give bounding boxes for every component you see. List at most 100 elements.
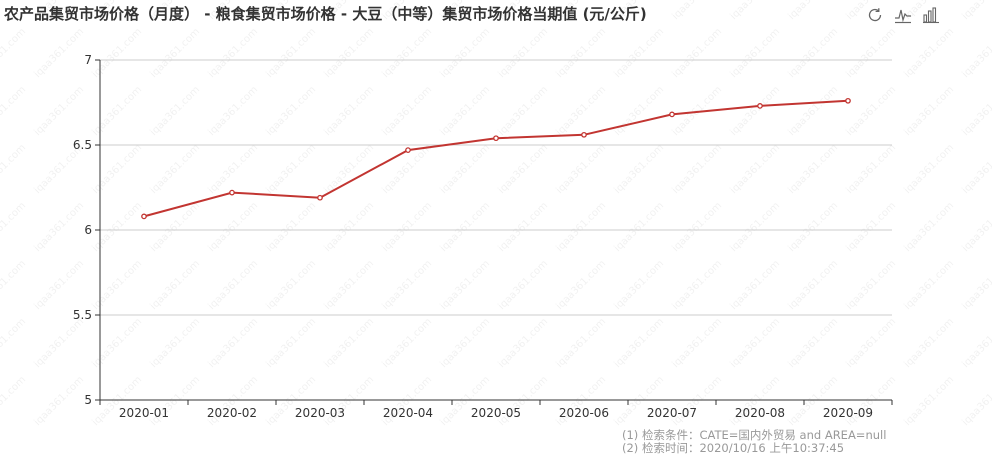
svg-text:iqaa361.com: iqaa361.com [0, 316, 28, 370]
restore-icon[interactable] [866, 6, 884, 24]
bar-chart-icon[interactable] [922, 6, 940, 24]
svg-text:iqaa361.com: iqaa361.com [264, 316, 318, 370]
svg-text:iqaa361.com: iqaa361.com [844, 374, 898, 428]
svg-text:iqaa361.com: iqaa361.com [612, 84, 666, 138]
svg-text:iqaa361.com: iqaa361.com [32, 200, 86, 254]
svg-text:iqaa361.com: iqaa361.com [786, 374, 840, 428]
svg-text:iqaa361.com: iqaa361.com [612, 26, 666, 80]
line-chart-icon[interactable] [894, 6, 912, 24]
svg-text:iqaa361.com: iqaa361.com [728, 142, 782, 196]
svg-text:iqaa361.com: iqaa361.com [0, 0, 28, 22]
svg-text:iqaa361.com: iqaa361.com [844, 316, 898, 370]
svg-text:iqaa361.com: iqaa361.com [670, 0, 724, 22]
svg-text:iqaa361.com: iqaa361.com [554, 374, 608, 428]
toolbox [866, 6, 940, 24]
x-tick-label: 2020-03 [295, 406, 345, 420]
svg-text:iqaa361.com: iqaa361.com [90, 374, 144, 428]
x-tick-label: 2020-05 [471, 406, 521, 420]
svg-text:iqaa361.com: iqaa361.com [786, 258, 840, 312]
svg-text:iqaa361.com: iqaa361.com [786, 316, 840, 370]
svg-text:iqaa361.com: iqaa361.com [438, 0, 492, 22]
svg-text:iqaa361.com: iqaa361.com [32, 374, 86, 428]
svg-text:iqaa361.com: iqaa361.com [902, 374, 956, 428]
svg-text:iqaa361.com: iqaa361.com [670, 200, 724, 254]
svg-text:iqaa361.com: iqaa361.com [206, 26, 260, 80]
svg-text:iqaa361.com: iqaa361.com [206, 316, 260, 370]
svg-text:iqaa361.com: iqaa361.com [0, 142, 28, 196]
svg-text:iqaa361.com: iqaa361.com [148, 84, 202, 138]
svg-text:iqaa361.com: iqaa361.com [960, 84, 992, 138]
svg-text:iqaa361.com: iqaa361.com [902, 26, 956, 80]
svg-text:iqaa361.com: iqaa361.com [844, 0, 898, 22]
svg-text:iqaa361.com: iqaa361.com [380, 26, 434, 80]
svg-text:iqaa361.com: iqaa361.com [32, 0, 86, 22]
svg-text:iqaa361.com: iqaa361.com [496, 142, 550, 196]
svg-text:iqaa361.com: iqaa361.com [612, 374, 666, 428]
svg-text:iqaa361.com: iqaa361.com [902, 316, 956, 370]
svg-text:iqaa361.com: iqaa361.com [206, 142, 260, 196]
svg-text:iqaa361.com: iqaa361.com [786, 84, 840, 138]
y-tick-label: 6.5 [73, 138, 92, 152]
data-point [581, 131, 587, 138]
y-tick-label: 5 [84, 393, 92, 407]
svg-text:iqaa361.com: iqaa361.com [612, 142, 666, 196]
svg-text:iqaa361.com: iqaa361.com [554, 258, 608, 312]
svg-text:iqaa361.com: iqaa361.com [728, 26, 782, 80]
svg-text:iqaa361.com: iqaa361.com [90, 258, 144, 312]
svg-text:iqaa361.com: iqaa361.com [496, 374, 550, 428]
svg-text:iqaa361.com: iqaa361.com [206, 374, 260, 428]
svg-text:iqaa361.com: iqaa361.com [380, 374, 434, 428]
svg-text:iqaa361.com: iqaa361.com [844, 200, 898, 254]
svg-text:iqaa361.com: iqaa361.com [438, 258, 492, 312]
svg-text:iqaa361.com: iqaa361.com [496, 316, 550, 370]
svg-text:iqaa361.com: iqaa361.com [322, 200, 376, 254]
svg-text:iqaa361.com: iqaa361.com [844, 258, 898, 312]
svg-text:iqaa361.com: iqaa361.com [32, 26, 86, 80]
svg-text:iqaa361.com: iqaa361.com [380, 200, 434, 254]
chart-title: 农产品集贸市场价格（月度） - 粮食集贸市场价格 - 大豆（中等）集贸市场价格当… [4, 5, 647, 23]
svg-text:iqaa361.com: iqaa361.com [438, 200, 492, 254]
svg-text:iqaa361.com: iqaa361.com [960, 316, 992, 370]
data-point [405, 147, 411, 153]
svg-text:iqaa361.com: iqaa361.com [612, 316, 666, 370]
svg-text:iqaa361.com: iqaa361.com [380, 258, 434, 312]
svg-text:iqaa361.com: iqaa361.com [728, 200, 782, 254]
svg-text:iqaa361.com: iqaa361.com [90, 200, 144, 254]
svg-text:iqaa361.com: iqaa361.com [728, 258, 782, 312]
svg-text:iqaa361.com: iqaa361.com [206, 84, 260, 138]
svg-text:iqaa361.com: iqaa361.com [206, 200, 260, 254]
svg-text:iqaa361.com: iqaa361.com [322, 258, 376, 312]
x-tick-label: 2020-06 [559, 406, 609, 420]
svg-text:iqaa361.com: iqaa361.com [786, 142, 840, 196]
svg-text:iqaa361.com: iqaa361.com [148, 316, 202, 370]
svg-text:iqaa361.com: iqaa361.com [438, 142, 492, 196]
svg-text:iqaa361.com: iqaa361.com [380, 84, 434, 138]
svg-text:iqaa361.com: iqaa361.com [554, 26, 608, 80]
svg-text:iqaa361.com: iqaa361.com [206, 0, 260, 22]
svg-text:iqaa361.com: iqaa361.com [148, 142, 202, 196]
svg-text:iqaa361.com: iqaa361.com [90, 26, 144, 80]
svg-text:iqaa361.com: iqaa361.com [554, 0, 608, 22]
svg-text:iqaa361.com: iqaa361.com [148, 26, 202, 80]
svg-text:iqaa361.com: iqaa361.com [554, 142, 608, 196]
svg-text:iqaa361.com: iqaa361.com [902, 258, 956, 312]
svg-text:iqaa361.com: iqaa361.com [496, 200, 550, 254]
svg-text:iqaa361.com: iqaa361.com [438, 84, 492, 138]
data-point [845, 97, 851, 104]
svg-text:iqaa361.com: iqaa361.com [0, 26, 28, 80]
data-point [317, 194, 323, 201]
data-point [493, 135, 499, 142]
y-tick-label: 6 [84, 223, 92, 237]
x-tick-label: 2020-01 [119, 406, 169, 420]
svg-text:iqaa361.com: iqaa361.com [496, 258, 550, 312]
svg-text:iqaa361.com: iqaa361.com [728, 316, 782, 370]
svg-text:iqaa361.com: iqaa361.com [32, 84, 86, 138]
svg-text:iqaa361.com: iqaa361.com [148, 0, 202, 22]
svg-text:iqaa361.com: iqaa361.com [902, 0, 956, 22]
svg-text:iqaa361.com: iqaa361.com [728, 0, 782, 22]
svg-text:iqaa361.com: iqaa361.com [496, 26, 550, 80]
svg-text:iqaa361.com: iqaa361.com [496, 0, 550, 22]
svg-text:iqaa361.com: iqaa361.com [670, 258, 724, 312]
svg-text:iqaa361.com: iqaa361.com [786, 0, 840, 22]
svg-text:iqaa361.com: iqaa361.com [264, 26, 318, 80]
